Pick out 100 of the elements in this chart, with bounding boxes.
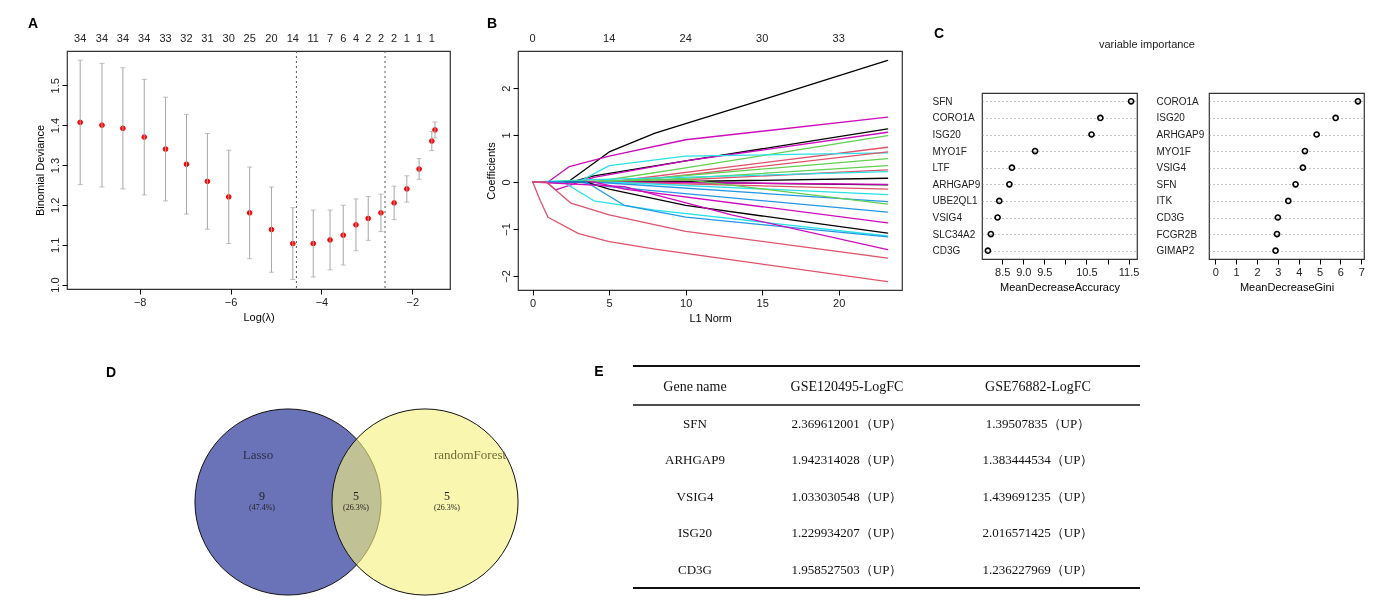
y-tick-label: SLC34A2 bbox=[932, 228, 976, 240]
text: 1.383444534（UP） bbox=[982, 452, 1094, 467]
text: 30 bbox=[222, 32, 235, 44]
x-tick-label: 20 bbox=[833, 296, 846, 309]
text: 2.016571425（UP） bbox=[982, 525, 1094, 540]
text: 1 bbox=[403, 32, 410, 44]
y-tick-label: ISG20 bbox=[932, 129, 962, 140]
y-tick-label: CD3G bbox=[1156, 212, 1185, 223]
text: 1.033030548（UP） bbox=[791, 489, 903, 504]
text: 4 bbox=[352, 32, 360, 44]
y-tick-label: UBE2QL1 bbox=[932, 195, 978, 207]
text: 2.369612001（UP） bbox=[791, 416, 903, 431]
category-label: SFN bbox=[683, 416, 707, 431]
text: 25 bbox=[243, 32, 256, 44]
y-tick-label: 1.4 bbox=[48, 118, 61, 134]
text: 33 bbox=[159, 32, 172, 44]
text: 5 bbox=[444, 489, 450, 503]
x-tick-label: 2 bbox=[1254, 265, 1261, 278]
y-tick-label: ARHGAP9 bbox=[932, 178, 981, 190]
text: C bbox=[933, 25, 945, 41]
x-tick-label: 10.5 bbox=[1076, 265, 1098, 278]
y-tick-label: LTF bbox=[932, 162, 950, 174]
text: E bbox=[594, 363, 604, 379]
chart-title: variable importance bbox=[1099, 38, 1195, 50]
x-tick-label: −6 bbox=[224, 295, 238, 308]
y-tick-label: −1 bbox=[499, 223, 512, 236]
y-tick-label: 1.0 bbox=[48, 277, 61, 293]
text: 31 bbox=[201, 32, 214, 44]
text: 2 bbox=[365, 32, 372, 44]
text: 1 bbox=[428, 32, 435, 44]
text: 6 bbox=[340, 32, 347, 44]
text: 32 bbox=[180, 32, 193, 44]
text: 34 bbox=[116, 32, 130, 44]
y-tick-label: 1.3 bbox=[48, 157, 61, 174]
x-tick-label: 8.5 bbox=[995, 265, 1011, 278]
y-tick-label: 1.1 bbox=[48, 237, 61, 253]
y-tick-label: SFN bbox=[1156, 178, 1177, 190]
text: 33 bbox=[832, 32, 845, 44]
y-tick-label: 1.5 bbox=[48, 78, 61, 94]
x-tick-label: 6 bbox=[1337, 265, 1344, 278]
x-tick-label: −4 bbox=[315, 295, 329, 308]
x-tick-label: 10 bbox=[680, 296, 693, 309]
text: 11 bbox=[307, 32, 319, 44]
text: 34 bbox=[138, 32, 151, 44]
category-label: ARHGAP9 bbox=[665, 452, 725, 467]
text: 14 bbox=[603, 32, 616, 44]
text: 1.39507835（UP） bbox=[985, 416, 1091, 431]
x-tick-label: 4 bbox=[1296, 265, 1303, 278]
x-tick-label: 0 bbox=[1212, 265, 1219, 278]
x-tick-label: −8 bbox=[133, 295, 147, 308]
y-tick-label: MYO1F bbox=[932, 145, 967, 157]
category-label: ISG20 bbox=[678, 525, 712, 540]
y-tick-label: SFN bbox=[932, 95, 953, 107]
y-tick-label: CORO1A bbox=[1156, 95, 1200, 107]
x-axis-title: Log(λ) bbox=[243, 310, 275, 323]
y-tick-label: VSIG4 bbox=[932, 212, 963, 223]
text: A bbox=[27, 15, 39, 31]
y-tick-label: CD3G bbox=[932, 245, 961, 257]
x-tick-label: 9.5 bbox=[1037, 265, 1053, 278]
category-label: CD3G bbox=[678, 562, 712, 577]
text: D bbox=[105, 364, 117, 380]
y-axis-title: Binomial Deviance bbox=[33, 124, 46, 217]
y-tick-label: VSIG4 bbox=[1156, 162, 1187, 174]
x-axis-title: L1 Norm bbox=[689, 311, 732, 324]
y-tick-label: FCGR2B bbox=[1156, 228, 1198, 240]
text: 0 bbox=[529, 32, 536, 44]
y-tick-label: 1 bbox=[499, 132, 512, 139]
text: (47.4%) bbox=[249, 503, 276, 512]
x-tick-label: 0 bbox=[530, 296, 537, 309]
x-tick-label: 9.0 bbox=[1016, 265, 1032, 278]
text: B bbox=[486, 15, 498, 31]
category-label: VSIG4 bbox=[676, 489, 714, 504]
x-tick-label: 5 bbox=[1317, 265, 1324, 278]
text: 7 bbox=[326, 32, 334, 44]
text: 9 bbox=[259, 489, 265, 503]
category-label: GSE120495-LogFC bbox=[790, 379, 904, 394]
text: 34 bbox=[95, 32, 109, 44]
text: 34 bbox=[74, 32, 87, 44]
y-tick-label: 2 bbox=[499, 85, 512, 92]
text: 2 bbox=[391, 32, 398, 44]
text: Gene name bbox=[663, 379, 727, 394]
text: 1.958527503（UP） bbox=[791, 562, 903, 577]
x-axis-title: MeanDecreaseAccuracy bbox=[1000, 280, 1121, 293]
text: 20 bbox=[265, 32, 278, 44]
text: 24 bbox=[679, 32, 692, 44]
x-tick-label: 11.5 bbox=[1118, 265, 1140, 278]
x-tick-label: 7 bbox=[1358, 265, 1365, 278]
text: 1.236227969（UP） bbox=[982, 562, 1094, 577]
x-tick-label: 5 bbox=[606, 296, 613, 309]
category-label: Lasso bbox=[242, 447, 274, 462]
x-tick-label: 15 bbox=[756, 296, 769, 309]
x-tick-label: 1 bbox=[1233, 265, 1240, 278]
text: 1.942314028（UP） bbox=[791, 452, 903, 467]
text: 1.439691235（UP） bbox=[982, 489, 1094, 504]
y-tick-label: 1.2 bbox=[48, 197, 61, 214]
text: 1.229934207（UP） bbox=[791, 525, 903, 540]
y-tick-label: MYO1F bbox=[1156, 145, 1191, 157]
category-label: randomForest bbox=[433, 447, 507, 462]
text: (26.3%) bbox=[343, 503, 370, 512]
x-axis-title: MeanDecreaseGini bbox=[1239, 280, 1335, 293]
